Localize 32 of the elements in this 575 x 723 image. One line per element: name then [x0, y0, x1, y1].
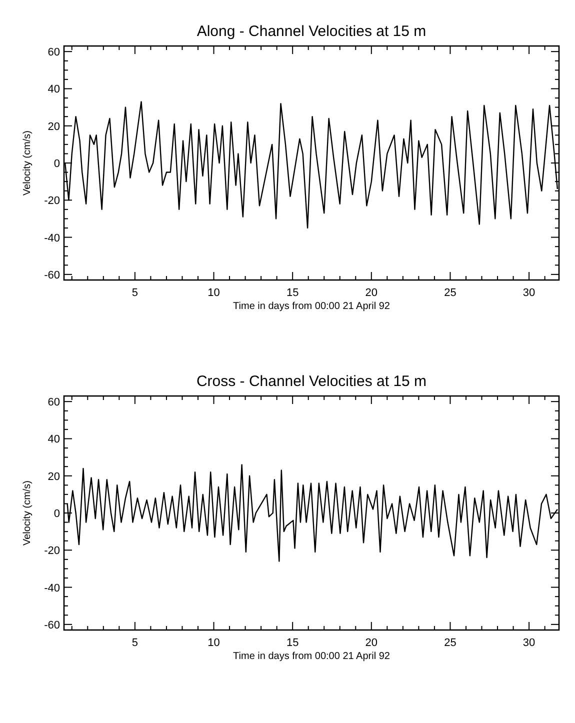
x-tick-label: 10	[208, 637, 220, 649]
x-tick-label: 5	[132, 637, 138, 649]
y-axis-title: Velocity (cm/s)	[22, 480, 33, 546]
chart-title: Along - Channel Velocities at 15 m	[196, 23, 426, 40]
x-tick-label: 10	[208, 287, 220, 299]
y-tick-label: -60	[44, 619, 60, 632]
y-tick-label: 60	[48, 396, 60, 409]
x-tick-label: 30	[522, 287, 536, 299]
y-tick-label: -40	[44, 582, 60, 594]
y-tick-label: -20	[44, 545, 60, 558]
x-tick-label: 15	[286, 637, 299, 649]
x-axis-title: Time in days from 00:00 21 April 92	[233, 301, 390, 312]
y-tick-label: -20	[44, 195, 60, 208]
y-tick-label: 40	[48, 84, 60, 96]
y-tick-label: 60	[48, 46, 60, 59]
x-tick-label: 25	[444, 287, 456, 299]
x-tick-label: 15	[286, 287, 299, 299]
x-tick-label: 30	[522, 637, 536, 649]
chart-title: Cross - Channel Velocities at 15 m	[196, 373, 427, 390]
x-tick-label: 20	[365, 637, 378, 649]
y-tick-label: 20	[48, 120, 60, 133]
x-tick-label: 25	[444, 637, 456, 649]
y-tick-label: 20	[48, 470, 60, 483]
x-tick-label: 20	[365, 287, 378, 299]
y-tick-label: 0	[54, 508, 60, 520]
x-axis-title: Time in days from 00:00 21 April 92	[233, 651, 390, 662]
y-tick-label: 0	[54, 158, 60, 170]
y-axis-title: Velocity (cm/s)	[22, 130, 33, 196]
y-tick-label: -60	[44, 269, 60, 282]
y-tick-label: 40	[48, 434, 60, 446]
y-tick-label: -40	[44, 232, 60, 244]
x-tick-label: 5	[132, 287, 138, 299]
